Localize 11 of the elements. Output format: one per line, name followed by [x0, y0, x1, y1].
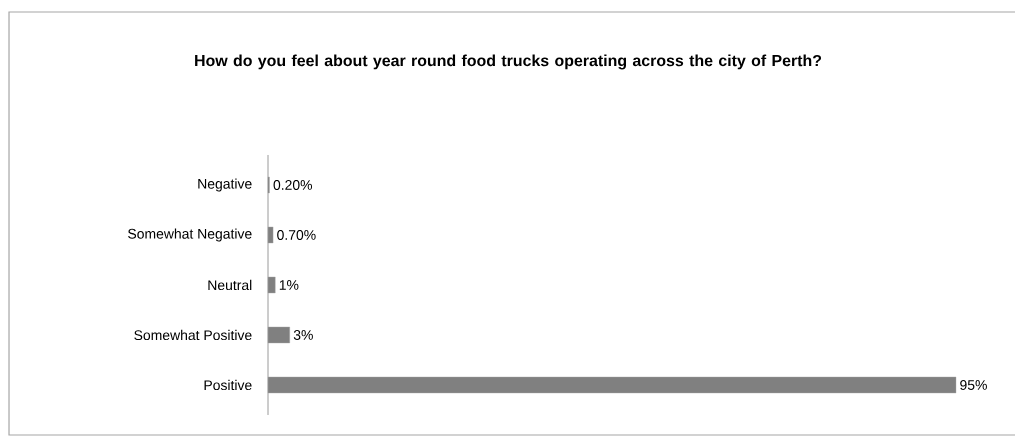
y-tick-label: Somewhat Negative — [128, 228, 252, 242]
data-label: 0.70% — [277, 230, 316, 240]
y-tick-label: Positive — [204, 379, 252, 391]
data-label: 3% — [293, 330, 313, 340]
data-label: 95% — [960, 380, 987, 390]
data-label: 1% — [279, 280, 299, 290]
y-tick-label: Neutral — [208, 279, 252, 291]
y-tick-label: Somewhat Positive — [134, 329, 252, 341]
data-label: 0.20% — [273, 180, 313, 190]
y-tick-label: Negative — [198, 178, 252, 192]
chart-title: How do you feel about year round food trucks operating across the city of Perth? — [195, 54, 822, 70]
